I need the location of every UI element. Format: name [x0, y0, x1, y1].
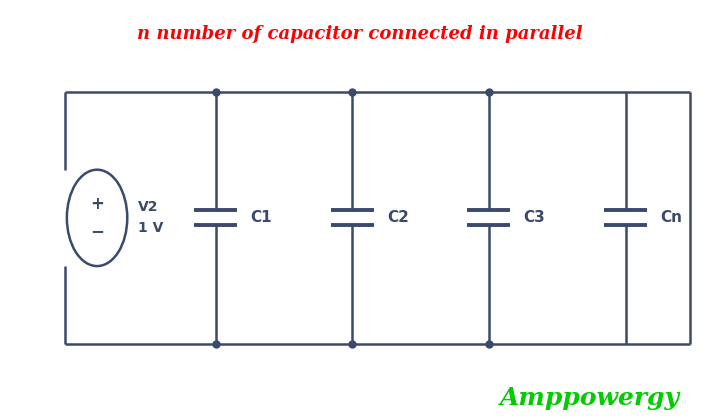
Text: 1 V: 1 V [138, 221, 163, 235]
Text: n number of capacitor connected in parallel: n number of capacitor connected in paral… [137, 25, 582, 42]
Text: +: + [90, 196, 104, 213]
Text: −: − [90, 222, 104, 240]
Text: C1: C1 [250, 210, 272, 225]
Text: C3: C3 [523, 210, 545, 225]
Text: C2: C2 [387, 210, 408, 225]
Text: V2: V2 [138, 200, 159, 215]
Text: Cn: Cn [660, 210, 682, 225]
Text: Amppowergy: Amppowergy [500, 386, 679, 410]
